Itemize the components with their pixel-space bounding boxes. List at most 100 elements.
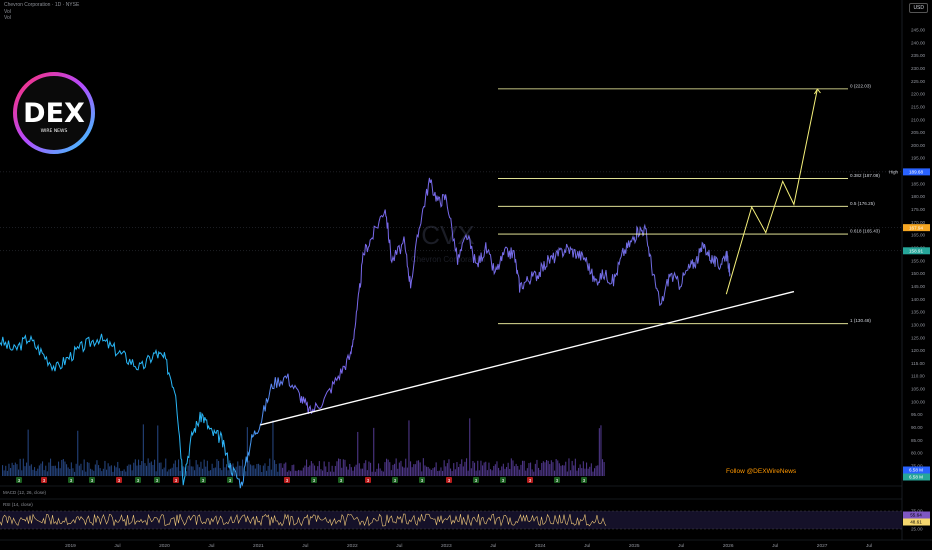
x-tick-label: Jul <box>208 543 214 549</box>
volume-bar <box>168 469 170 476</box>
volume-bar <box>475 470 477 476</box>
volume-bar <box>400 460 402 476</box>
volume-bar <box>235 466 237 476</box>
volume-bar <box>72 468 74 476</box>
projection-arrowhead <box>814 88 821 95</box>
volume-badge <box>338 477 344 483</box>
volume-bar <box>371 471 373 476</box>
volume-bar <box>427 466 429 476</box>
volume-bar <box>106 469 108 476</box>
volume-bar <box>203 459 205 476</box>
volume-bar <box>312 463 314 476</box>
volume-bar <box>56 468 58 476</box>
svg-text:WIRE NEWS: WIRE NEWS <box>41 128 68 134</box>
volume-badge <box>365 477 371 483</box>
volume-bar <box>54 465 56 476</box>
x-tick-label: 2020 <box>159 543 170 549</box>
y-tick-label: 115.00 <box>911 361 925 366</box>
volume-bar <box>566 471 568 476</box>
volume-bar <box>555 459 557 476</box>
volume-bar <box>117 461 119 476</box>
volume-bar <box>326 471 328 476</box>
volume-bar <box>16 464 18 476</box>
volume-bar <box>411 467 413 476</box>
y-tick-label: 145.00 <box>911 284 925 289</box>
volume-bar <box>259 465 261 476</box>
volume-bar <box>238 465 240 476</box>
volume-bar <box>494 464 496 476</box>
volume-bar <box>363 463 365 476</box>
volume-bar <box>445 466 447 476</box>
currency-selector[interactable]: USD <box>909 3 928 13</box>
volume-bar <box>477 460 479 476</box>
volume-bar <box>24 466 26 476</box>
volume-bar <box>568 458 570 476</box>
volume-bar <box>600 425 602 476</box>
volume-bar <box>386 458 388 476</box>
volume-bar <box>90 468 92 476</box>
volume-bar <box>174 460 176 476</box>
volume-bar <box>458 467 460 476</box>
volume-bar <box>118 468 120 476</box>
volume-bar <box>173 463 175 476</box>
volume-bar <box>30 464 32 476</box>
volume-bar <box>48 462 50 476</box>
volume-label: Vol <box>4 9 11 15</box>
volume-bar <box>70 462 72 476</box>
volume-bar <box>395 458 397 476</box>
volume-bar <box>448 459 450 476</box>
volume-bar <box>491 470 493 476</box>
volume-bar <box>75 463 77 476</box>
volume-bar <box>69 468 71 476</box>
volume-bar <box>139 465 141 476</box>
x-tick-label: 2019 <box>65 543 76 549</box>
volume-badge-label: 3 <box>556 478 559 483</box>
rsi-value-badge <box>903 511 930 519</box>
macd-label: MACD (12, 26, close) <box>3 490 47 495</box>
volume-bar <box>323 461 325 476</box>
volume-bar <box>466 458 468 476</box>
volume-bar <box>147 458 149 476</box>
volume-bar <box>424 465 426 476</box>
volume-bar <box>170 468 172 476</box>
volume-bar <box>277 471 279 476</box>
volume-bar <box>437 471 439 476</box>
volume-bar <box>373 427 375 476</box>
volume-bar <box>283 463 285 476</box>
volume-bar <box>594 468 596 476</box>
x-tick-label: Jul <box>490 543 496 549</box>
volume-badge <box>227 477 233 483</box>
volume-bar <box>18 469 20 476</box>
y-tick-label: 210.00 <box>911 117 925 122</box>
volume-bar <box>266 470 268 476</box>
volume-bar <box>418 460 420 476</box>
volume-bar <box>354 466 356 476</box>
volume-bar <box>469 418 471 476</box>
volume-bar <box>182 466 184 476</box>
volume-bar <box>528 463 530 476</box>
volume-bar <box>480 460 482 476</box>
y-tick-label: 240.00 <box>911 40 925 45</box>
volume-bar <box>544 462 546 476</box>
volume-bar <box>138 459 140 476</box>
volume-bar <box>219 468 221 476</box>
volume-bar <box>154 459 156 476</box>
volume-bar <box>214 467 216 476</box>
volume-badge-label: 3 <box>175 478 178 483</box>
volume-bar <box>115 467 117 476</box>
volume-bar <box>258 463 260 476</box>
volume-bar <box>51 465 53 476</box>
volume-bar <box>315 470 317 476</box>
volume-bar <box>365 460 367 476</box>
volume-bar <box>509 468 511 476</box>
volume-bar <box>45 465 47 476</box>
volume-bar <box>270 469 272 476</box>
volume-bar <box>165 458 167 476</box>
volume-bar <box>98 465 100 476</box>
volume-bar <box>496 461 498 476</box>
volume-bar <box>592 471 594 476</box>
volume-bar <box>280 463 282 476</box>
volume-bar <box>470 468 472 476</box>
volume-bar <box>352 470 354 476</box>
